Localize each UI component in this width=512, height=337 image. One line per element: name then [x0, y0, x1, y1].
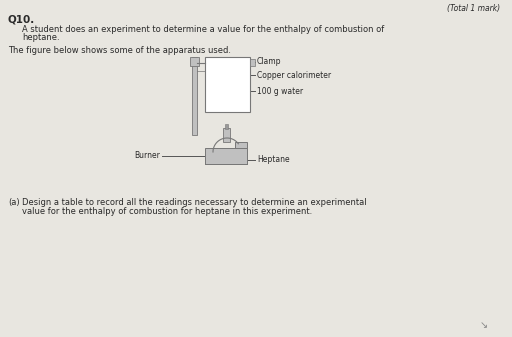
Text: (a): (a) [8, 198, 19, 207]
Text: Copper calorimeter: Copper calorimeter [257, 70, 331, 80]
Text: Burner: Burner [134, 152, 160, 160]
Text: heptane.: heptane. [22, 33, 59, 42]
Text: The figure below shows some of the apparatus used.: The figure below shows some of the appar… [8, 46, 231, 55]
Text: Design a table to record all the readings necessary to determine an experimental: Design a table to record all the reading… [22, 198, 367, 207]
Bar [190, 57, 199, 66]
Bar [223, 128, 230, 142]
Bar [225, 124, 228, 129]
Text: Clamp: Clamp [257, 58, 282, 66]
Bar [192, 57, 197, 135]
Bar [205, 148, 247, 164]
Bar [205, 57, 250, 112]
Bar [206, 71, 249, 111]
Text: Q10.: Q10. [8, 14, 35, 24]
Text: ↘: ↘ [480, 320, 488, 330]
Bar [250, 59, 255, 66]
Text: value for the enthalpy of combustion for heptane in this experiment.: value for the enthalpy of combustion for… [22, 207, 312, 216]
Text: (Total 1 mark): (Total 1 mark) [447, 4, 500, 13]
Text: A student does an experiment to determine a value for the enthalpy of combustion: A student does an experiment to determin… [22, 25, 384, 34]
Bar [235, 142, 247, 148]
Text: Heptane: Heptane [257, 155, 290, 164]
Text: 100 g water: 100 g water [257, 87, 303, 95]
